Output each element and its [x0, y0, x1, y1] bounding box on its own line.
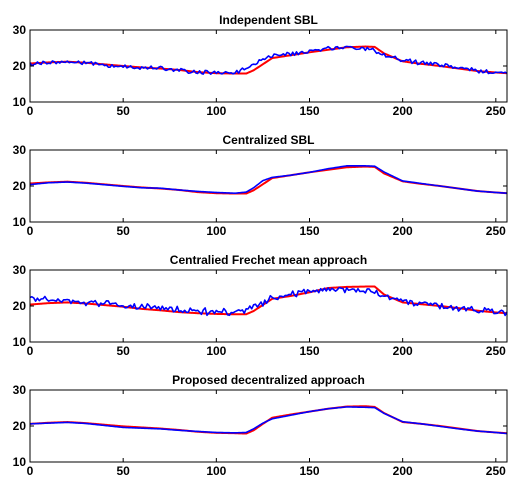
series-line-blue — [29, 406, 508, 435]
x-tick-label: 250 — [486, 464, 506, 478]
y-tick-label: 30 — [13, 23, 27, 37]
subplot-4: Proposed decentralized approach 0 50 100 150… — [13, 373, 508, 478]
subplot-3: Centralied Frechet mean approach 0 50 100 15… — [13, 253, 508, 358]
subplot-title: Centralied Frechet mean approach — [170, 253, 367, 267]
x-tick-label: 0 — [27, 464, 34, 478]
subplot-1: Independent SBL 0 50 100 150 200 250 10 20 30 — [13, 13, 508, 118]
y-tick-label: 20 — [13, 419, 27, 433]
x-tick-label: 100 — [206, 464, 226, 478]
y-tick-label: 10 — [13, 215, 27, 229]
y-tick-label: 10 — [13, 335, 27, 349]
x-tick-label: 200 — [393, 344, 413, 358]
series-line-red — [29, 45, 508, 75]
x-tick-label: 250 — [486, 224, 506, 238]
y-tick-label: 30 — [13, 263, 27, 277]
x-tick-label: 250 — [486, 344, 506, 358]
subplot-title: Independent SBL — [219, 13, 318, 27]
x-tick-label: 100 — [206, 104, 226, 118]
x-tick-label: 50 — [116, 464, 130, 478]
x-tick-label: 100 — [206, 344, 226, 358]
y-tick-label: 10 — [13, 95, 27, 109]
x-tick-label: 100 — [206, 224, 226, 238]
x-tick-label: 0 — [27, 104, 34, 118]
x-tick-label: 150 — [299, 464, 319, 478]
y-tick-label: 20 — [13, 299, 27, 313]
y-tick-label: 30 — [13, 383, 27, 397]
x-tick-label: 200 — [393, 464, 413, 478]
series-line-blue — [29, 165, 508, 194]
x-tick-label: 150 — [299, 224, 319, 238]
y-tick-label: 30 — [13, 143, 27, 157]
subplot-title: Proposed decentralized approach — [172, 373, 365, 387]
y-tick-label: 20 — [13, 179, 27, 193]
y-tick-label: 20 — [13, 59, 27, 73]
x-tick-label: 150 — [299, 344, 319, 358]
series-line-blue — [29, 286, 508, 317]
subplot-2: Centralized SBL 0 50 100 150 200 250 10 20 30 — [13, 133, 508, 238]
x-tick-label: 50 — [116, 224, 130, 238]
subplot-title: Centralized SBL — [222, 133, 314, 147]
x-tick-label: 250 — [486, 104, 506, 118]
x-tick-label: 50 — [116, 104, 130, 118]
series-line-blue — [29, 45, 508, 75]
x-tick-label: 200 — [393, 224, 413, 238]
x-tick-label: 150 — [299, 104, 319, 118]
x-tick-label: 200 — [393, 104, 413, 118]
x-tick-label: 0 — [27, 224, 34, 238]
x-tick-label: 0 — [27, 344, 34, 358]
series-line-red — [29, 165, 508, 195]
x-tick-label: 50 — [116, 344, 130, 358]
y-tick-label: 10 — [13, 455, 27, 469]
